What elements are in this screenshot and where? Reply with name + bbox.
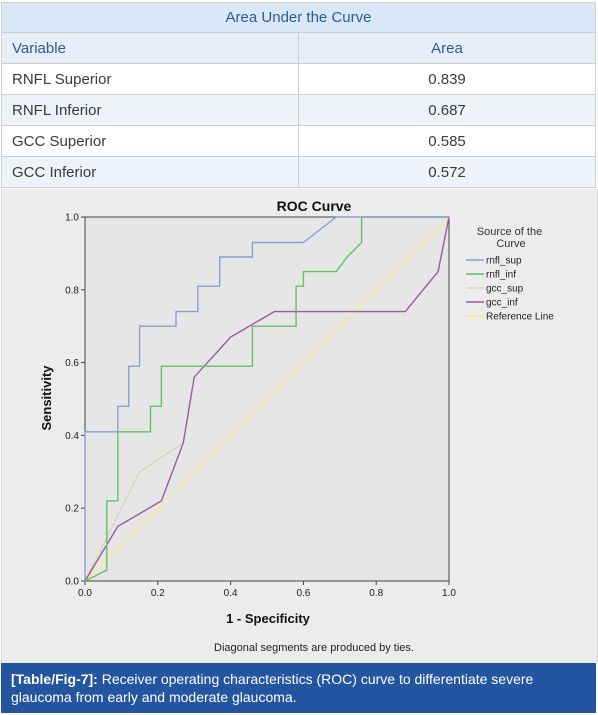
x-tick-label: 1.0 xyxy=(442,588,456,599)
cell-area: 0.572 xyxy=(298,156,596,188)
legend-label: gcc_inf xyxy=(486,298,518,309)
y-tick-label: 0.8 xyxy=(65,285,79,296)
table-row: GCC Superior 0.585 xyxy=(1,125,596,157)
series-line-rnfl-inf xyxy=(84,216,449,582)
x-tick-label: 0.8 xyxy=(369,588,383,599)
cell-variable: GCC Inferior xyxy=(1,156,299,188)
table-row: GCC Inferior 0.572 xyxy=(1,156,596,188)
legend-title-line-1: Source of the xyxy=(477,226,542,238)
caption-label: [Table/Fig-7]: xyxy=(11,671,98,687)
y-tick-label: 0.0 xyxy=(65,577,79,588)
legend: rnfl_sup rnfl_inf gcc_sup gcc_inf Reference … xyxy=(466,256,554,323)
cell-variable: GCC Superior xyxy=(1,125,299,157)
x-tick-label: 0.0 xyxy=(78,588,92,599)
y-tick-label: 0.4 xyxy=(65,431,79,442)
legend-label: rnfl_inf xyxy=(486,270,516,281)
cell-area: 0.839 xyxy=(298,63,596,95)
series-line-gcc-inf xyxy=(84,216,450,582)
header-variable: Variable xyxy=(1,32,299,64)
caption-text: Receiver operating characteristics (ROC)… xyxy=(11,671,534,705)
axis-ticks: 0.0 0.2 0.4 0.6 0.8 1.0 0.0 0.2 0.4 0.6 0.8 1.0 xyxy=(65,213,456,600)
table-row: RNFL Inferior 0.687 xyxy=(1,94,596,126)
legend-title-line-2: Curve xyxy=(496,238,525,250)
header-area: Area xyxy=(298,32,596,64)
cell-variable: RNFL Superior xyxy=(1,63,299,95)
y-tick-label: 0.2 xyxy=(65,504,79,515)
legend-label: gcc_sup xyxy=(486,284,524,295)
x-tick-label: 0.4 xyxy=(224,588,238,599)
legend-label: Reference Line xyxy=(486,312,554,323)
cell-area: 0.687 xyxy=(298,94,596,126)
table-row: RNFL Superior 0.839 xyxy=(1,63,596,95)
x-tick-label: 0.2 xyxy=(151,588,165,599)
legend-label: rnfl_sup xyxy=(486,256,522,267)
series-line-gcc-sup xyxy=(84,442,184,582)
y-tick-label: 1.0 xyxy=(65,213,79,224)
x-axis-label: 1 - Specificity xyxy=(226,611,311,626)
y-tick-label: 0.6 xyxy=(65,358,79,369)
roc-chart-panel: ROC Curve 0.0 0.2 0.4 0.6 0.8 1.0 0.0 0.2 0.4 0.6… xyxy=(1,189,598,663)
roc-chart: ROC Curve 0.0 0.2 0.4 0.6 0.8 1.0 0.0 0.2 0.4 0.6… xyxy=(2,189,597,663)
chart-title: ROC Curve xyxy=(277,198,352,214)
figure-caption: [Table/Fig-7]: Receiver operating charac… xyxy=(1,663,596,713)
auc-table: Area Under the Curve Variable Area RNFL … xyxy=(1,2,596,188)
cell-variable: RNFL Inferior xyxy=(1,94,299,126)
y-axis-label: Sensitivity xyxy=(39,365,54,431)
x-tick-label: 0.6 xyxy=(296,588,310,599)
legend-title: Source of the Curve xyxy=(477,226,546,250)
table-title: Area Under the Curve xyxy=(1,2,596,33)
series-line-reference-line xyxy=(84,216,450,582)
series-line-rnfl-sup xyxy=(84,216,449,581)
chart-footnote: Diagonal segments are produced by ties. xyxy=(214,642,414,654)
cell-area: 0.585 xyxy=(298,125,596,157)
table-header-row: Variable Area xyxy=(1,32,596,64)
roc-curves xyxy=(84,216,450,582)
